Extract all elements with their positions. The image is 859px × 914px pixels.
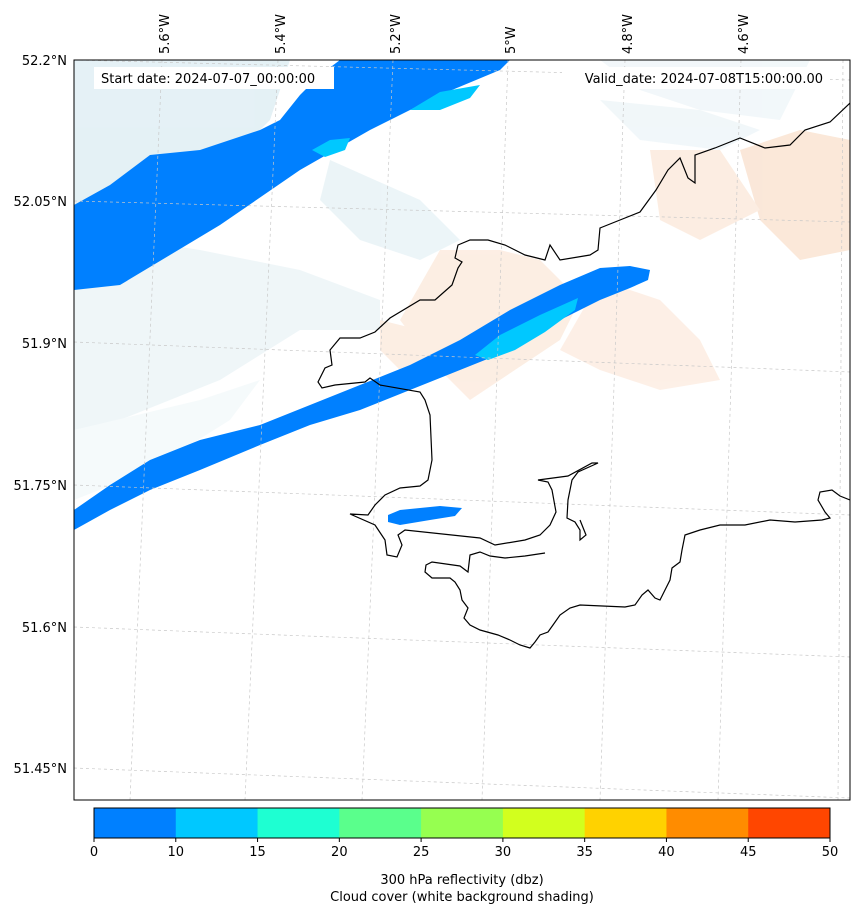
colorbar: 0 10 15 20 25 30 35 40 45 50 <box>90 807 839 860</box>
lat-label: 51.75°N <box>14 479 67 494</box>
colorbar-tick-label: 35 <box>576 845 593 860</box>
colorbar-label-line1: 300 hPa reflectivity (dbz) <box>380 873 543 888</box>
colorbar-tick-label: 20 <box>331 845 348 860</box>
colorbar-segment <box>94 808 177 838</box>
lon-label: 5.6°W <box>158 14 173 54</box>
lat-label: 51.9°N <box>22 337 67 352</box>
lat-label: 52.05°N <box>14 195 67 210</box>
lon-label: 5°W <box>504 26 519 54</box>
lat-label: 51.6°N <box>22 621 67 636</box>
colorbar-segment <box>666 808 749 838</box>
colorbar-tick-label: 45 <box>740 845 757 860</box>
lon-label: 4.6°W <box>737 14 752 54</box>
colorbar-segment <box>584 808 667 838</box>
reflectivity-cell-north-2 <box>312 138 350 157</box>
colorbar-tick-label: 10 <box>168 845 185 860</box>
colorbar-tick-label: 40 <box>658 845 675 860</box>
header-start-date: Start date: 2024-07-07_00:00:00 <box>101 72 315 87</box>
lat-label: 51.45°N <box>14 762 67 777</box>
header-valid-box <box>562 67 830 89</box>
header-start-box <box>94 67 334 89</box>
colorbar-tick-label: 15 <box>249 845 266 860</box>
colorbar-tick-label: 25 <box>413 845 430 860</box>
reflectivity-cell-diagonal <box>475 298 578 360</box>
colorbar-tick-label: 30 <box>495 845 512 860</box>
colorbar-label-line2: Cloud cover (white background shading) <box>330 890 594 905</box>
colorbar-segment <box>748 808 831 838</box>
colorbar-segment <box>339 808 422 838</box>
reflectivity-patch-south <box>388 506 462 525</box>
colorbar-segment <box>421 808 504 838</box>
colorbar-segment <box>502 808 586 838</box>
colorbar-segment <box>257 808 340 838</box>
lon-label: 5.4°W <box>274 14 289 54</box>
reflectivity-band-north <box>74 60 510 290</box>
reflectivity-cell-north-1 <box>410 85 480 110</box>
colorbar-tick-label: 50 <box>822 845 839 860</box>
colorbar-border <box>93 807 831 839</box>
colorbar-tick-label: 0 <box>90 845 98 860</box>
header-valid-date: Valid_date: 2024-07-08T15:00:00.00 <box>585 72 823 87</box>
colorbar-segment <box>175 808 259 838</box>
coastline <box>317 102 850 649</box>
lon-label: 4.8°W <box>621 14 636 54</box>
lat-label: 52.2°N <box>22 54 67 69</box>
latitude-labels: 52.2°N 52.05°N 51.9°N 51.75°N 51.6°N 51.… <box>14 54 67 777</box>
lon-label: 5.2°W <box>389 14 404 54</box>
longitude-labels: 5.6°W 5.4°W 5.2°W 5°W 4.8°W 4.6°W <box>158 14 752 54</box>
map-border <box>73 59 851 801</box>
